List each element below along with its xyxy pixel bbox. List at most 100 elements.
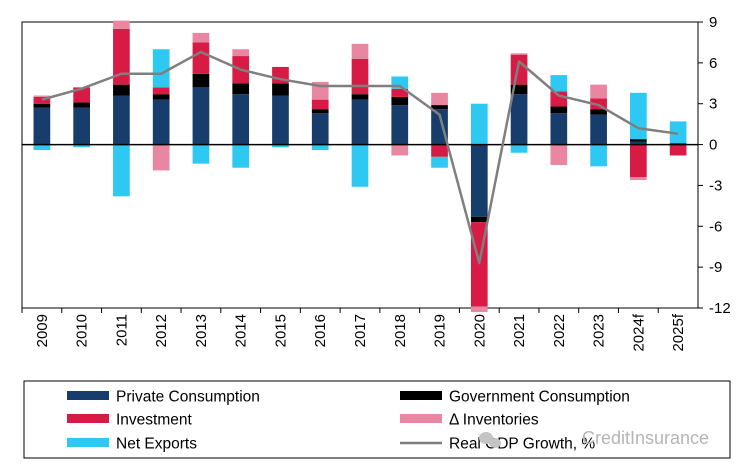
x-tick-label: 2015 bbox=[272, 314, 289, 347]
legend-swatch bbox=[67, 438, 109, 447]
bar-2025f-series-4 bbox=[669, 121, 687, 144]
legend-swatch bbox=[67, 391, 109, 400]
bar-2022-series-4 bbox=[550, 75, 568, 92]
bar-2018-series-0 bbox=[391, 105, 409, 145]
bar-2016-series-1 bbox=[311, 109, 329, 114]
bar-2017-series-1 bbox=[351, 94, 369, 100]
wechat-icon bbox=[479, 432, 501, 448]
legend-label: Government Consumption bbox=[449, 389, 630, 406]
bar-2018-series-1 bbox=[391, 96, 409, 106]
bar-2022-series-1 bbox=[550, 106, 568, 114]
bar-2013-series-0 bbox=[192, 87, 210, 145]
bar-2015-series-1 bbox=[272, 83, 289, 96]
bar-2023-series-2 bbox=[590, 98, 607, 110]
bar-2013-series-1 bbox=[192, 73, 210, 88]
bar-2013-series-4 bbox=[192, 144, 210, 164]
y-tick-label: -3 bbox=[709, 177, 722, 194]
bar-2019-series-1 bbox=[431, 105, 448, 110]
legend-label: Δ Inventories bbox=[449, 412, 539, 429]
bar-2023-series-4 bbox=[590, 144, 607, 167]
bar-2011-series-0 bbox=[113, 95, 130, 145]
x-tick-label: 2017 bbox=[352, 314, 369, 347]
bar-2021-series-0 bbox=[510, 94, 528, 145]
bar-2012-series-3 bbox=[152, 144, 170, 171]
x-tick-label: 2018 bbox=[392, 314, 409, 347]
bar-2022-series-2 bbox=[550, 91, 568, 107]
bar-2011-series-2 bbox=[113, 28, 130, 85]
bar-2014-series-1 bbox=[232, 83, 250, 95]
bar-2020-series-1 bbox=[470, 216, 488, 223]
bar-2024f-series-3 bbox=[630, 177, 647, 180]
bar-2010-series-0 bbox=[73, 107, 90, 145]
legend: Private Consumption Government Consumptio… bbox=[67, 389, 630, 453]
bar-2013-series-2 bbox=[192, 42, 210, 74]
bar-2016-series-2 bbox=[311, 99, 329, 110]
legend-label: Investment bbox=[116, 412, 193, 429]
x-tick-label: 2012 bbox=[153, 314, 170, 347]
bar-2012-series-4 bbox=[152, 49, 170, 88]
y-tick-label: 0 bbox=[709, 137, 717, 154]
bar-2024f-series-0 bbox=[630, 141, 647, 145]
bar-2010-series-4 bbox=[73, 144, 90, 148]
bar-2009-series-0 bbox=[33, 107, 51, 145]
bar-2017-series-0 bbox=[351, 99, 369, 145]
gdp-line-layer bbox=[41, 50, 679, 265]
bars-layer bbox=[33, 20, 687, 313]
x-axis: 2009 2010 2011 2012 2013 2014 2015 2016 2017 2018… bbox=[21, 308, 687, 352]
bar-2011-series-4 bbox=[113, 144, 130, 197]
bar-2019-series-4 bbox=[431, 156, 448, 168]
bar-2021-series-2 bbox=[510, 54, 528, 85]
bar-2018-series-2 bbox=[391, 88, 409, 97]
x-tick-label: 2011 bbox=[113, 314, 130, 346]
legend-label: Net Exports bbox=[116, 436, 197, 453]
bar-2025f-series-2 bbox=[669, 144, 687, 156]
y-tick-label: 9 bbox=[709, 14, 717, 31]
bar-2020-series-4 bbox=[470, 103, 488, 145]
bar-2024f-series-1 bbox=[630, 139, 647, 142]
bar-2022-series-3 bbox=[550, 144, 568, 165]
bar-2021-series-3 bbox=[510, 53, 528, 55]
legend-label: Real GDP Growth, % bbox=[449, 436, 595, 453]
x-tick-label: 2009 bbox=[34, 314, 51, 347]
bar-2012-series-2 bbox=[152, 87, 170, 95]
x-tick-label: 2024f bbox=[630, 313, 647, 351]
x-tick-label: 2021 bbox=[511, 314, 528, 347]
bar-2018-series-3 bbox=[391, 144, 409, 156]
bar-2009-series-2 bbox=[33, 96, 51, 104]
bar-2009-series-1 bbox=[33, 103, 51, 108]
bar-2024f-series-4 bbox=[630, 92, 647, 140]
bar-2020-series-3 bbox=[470, 306, 488, 313]
bar-2016-series-0 bbox=[311, 113, 329, 145]
y-tick-label: -9 bbox=[709, 259, 722, 276]
bar-2011-series-3 bbox=[113, 20, 130, 29]
bar-2009-series-4 bbox=[33, 144, 51, 151]
x-tick-label: 2023 bbox=[591, 314, 608, 347]
bar-2023-series-0 bbox=[590, 114, 607, 145]
bar-2022-series-0 bbox=[550, 113, 568, 145]
bar-2017-series-3 bbox=[351, 43, 369, 59]
legend-swatch bbox=[67, 414, 109, 423]
bar-2013-series-3 bbox=[192, 32, 210, 43]
x-tick-label: 2025f bbox=[670, 313, 687, 351]
gdp-growth-line bbox=[41, 50, 679, 265]
x-tick-label: 2016 bbox=[312, 314, 329, 347]
bar-2020-series-0 bbox=[470, 144, 488, 217]
legend-label: Private Consumption bbox=[116, 389, 260, 406]
y-tick-label: -12 bbox=[709, 300, 731, 317]
watermark-text: CreditInsurance bbox=[582, 428, 709, 448]
x-tick-label: 2020 bbox=[471, 314, 488, 347]
bar-2016-series-4 bbox=[311, 144, 329, 151]
bar-2011-series-1 bbox=[113, 84, 130, 96]
bar-2009-series-3 bbox=[33, 95, 51, 97]
bar-2019-series-3 bbox=[431, 92, 448, 106]
bar-2019-series-0 bbox=[431, 109, 448, 145]
bar-2019-series-2 bbox=[431, 144, 448, 157]
bar-2012-series-1 bbox=[152, 94, 170, 100]
y-axis: 9 6 3 0 -3 -6 -9 -12 bbox=[698, 14, 731, 317]
x-tick-label: 2014 bbox=[233, 314, 250, 347]
bar-2014-series-0 bbox=[232, 94, 250, 145]
x-tick-label: 2019 bbox=[432, 314, 449, 347]
bar-2010-series-1 bbox=[73, 102, 90, 108]
bar-2012-series-0 bbox=[152, 99, 170, 145]
